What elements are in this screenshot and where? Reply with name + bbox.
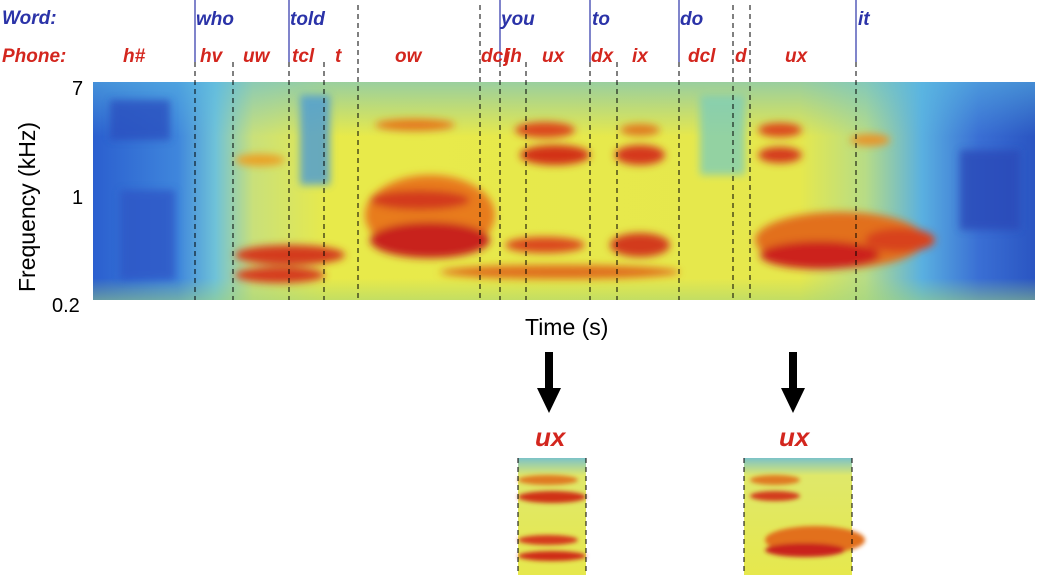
word-label: to [592,9,610,30]
crop-spectrogram-2 [743,458,865,575]
phone-label: dcl [688,46,716,67]
y-tick: 0.2 [52,295,80,317]
phone-label: hv [200,46,223,67]
word-boundaries [194,0,857,62]
y-axis-label: Frequency (kHz) [14,122,40,292]
spectrogram [93,0,1035,300]
phone-row-title: Phone: [2,46,67,67]
y-tick: 7 [72,78,84,100]
crop-label: ux [535,422,566,452]
word-label: it [858,9,870,30]
phone-label: t [335,46,342,67]
word-row-title: Word: [2,8,57,29]
word-label: told [290,9,325,30]
phone-label: d [735,46,747,67]
x-axis-label: Time (s) [525,314,609,340]
arrow-down-icon [781,352,805,413]
phone-boundaries [194,5,857,300]
phone-label: ix [632,46,648,67]
phone-label: ux [542,46,565,67]
phone-label: ow [395,46,422,67]
crop-spectrogram-1 [517,458,587,575]
phone-label: tcl [292,46,315,67]
word-label: who [196,9,234,30]
word-label: you [501,9,535,30]
phone-label: h# [123,46,146,67]
crop-label: ux [779,422,810,452]
phone-label: dx [591,46,614,67]
phone-label: uw [243,46,270,67]
phone-label: ux [785,46,808,67]
y-tick: 1 [72,187,84,209]
arrow-down-icon [537,352,561,413]
phone-label: dcl [481,46,509,67]
word-label: do [680,9,704,30]
phone-label: jh [505,46,522,67]
